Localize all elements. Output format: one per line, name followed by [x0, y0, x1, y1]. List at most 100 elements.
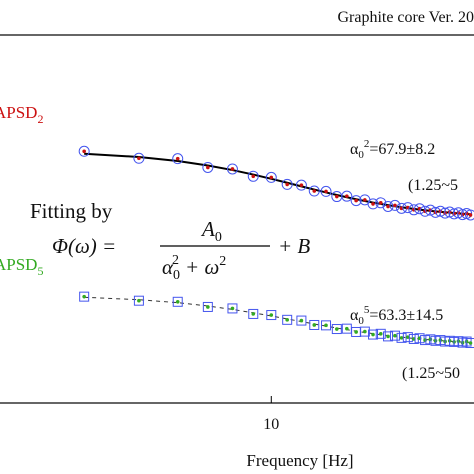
annotation-text: =67.9±8.2 [369, 141, 435, 158]
marker [133, 152, 145, 164]
formula-tail: + B [278, 234, 310, 258]
marker [464, 209, 474, 221]
formula-part: + ω [185, 255, 219, 279]
marker [321, 320, 332, 331]
annotation-sub: 0 [358, 315, 364, 327]
marker [375, 328, 386, 339]
fit-line [84, 296, 471, 343]
marker-dot [137, 156, 141, 161]
marker [282, 314, 293, 325]
marker-dot [354, 198, 358, 203]
marker-dot [335, 194, 339, 199]
marker-dot [363, 198, 367, 202]
formula-part: 0 [173, 268, 180, 283]
marker [341, 190, 353, 202]
marker [465, 338, 474, 349]
marker-dot [299, 318, 304, 323]
marker [414, 333, 425, 344]
formula-part: α [162, 255, 174, 279]
annotation-sup: 2 [364, 138, 370, 150]
series-label-name: APSD [0, 255, 37, 274]
formula-part: 0 [215, 230, 222, 245]
marker [202, 161, 214, 173]
marker [331, 324, 342, 335]
marker-dot [393, 203, 397, 208]
marker [350, 195, 362, 207]
marker [367, 198, 379, 210]
marker [383, 331, 394, 342]
marker [375, 197, 387, 209]
marker-dot [312, 323, 317, 327]
marker-dot [386, 204, 390, 209]
marker [172, 296, 183, 307]
marker-dot [378, 332, 383, 336]
marker [368, 329, 379, 340]
marker-dot [324, 323, 328, 328]
marker [78, 145, 90, 157]
marker-dot [406, 335, 410, 339]
marker [248, 308, 259, 319]
annotation-range: (1.25~5 [408, 177, 458, 194]
marker [133, 295, 144, 306]
marker [308, 185, 320, 197]
marker-dot [206, 165, 210, 170]
formula-part: 2 [172, 253, 179, 268]
marker-dot [251, 174, 256, 179]
marker-dot [324, 189, 328, 194]
marker-dot [428, 337, 433, 342]
annotation-symbol: α [350, 141, 359, 158]
marker-dot [345, 194, 349, 198]
x-tick-label: 10 [263, 416, 279, 433]
marker [320, 185, 332, 197]
marker [434, 205, 446, 217]
annotation-symbol: α [350, 307, 359, 324]
plot-frame [0, 34, 474, 404]
marker [389, 330, 400, 341]
marker-dot [285, 318, 289, 322]
marker-dot [386, 334, 390, 339]
marker-dot [312, 189, 317, 193]
series-label: APSD5 [0, 255, 43, 278]
series-label-sub: 2 [37, 112, 43, 126]
series-label-sub: 5 [37, 264, 43, 278]
marker-dot [335, 327, 339, 331]
formula-lhs: Φ(ω) = [52, 234, 116, 258]
marker-dot [464, 339, 469, 344]
formula-part: A [200, 217, 215, 241]
marker-dot [251, 312, 256, 316]
chart-title: Graphite core Ver. 20 [337, 9, 474, 26]
marker-dot [175, 156, 180, 161]
marker [79, 291, 90, 302]
marker [266, 310, 277, 321]
marker [296, 315, 307, 326]
formula-numerator: A0 [200, 217, 222, 245]
formula-caption: Fitting by [30, 199, 113, 223]
marker-dot [399, 336, 404, 340]
annotation: α02=67.9±8.2 [350, 138, 435, 161]
formula-denominator: α02 + ω2 [162, 253, 226, 283]
marker [382, 200, 394, 212]
marker [309, 319, 320, 330]
marker-dot [299, 183, 304, 187]
marker-dot [378, 201, 383, 205]
marker [389, 199, 401, 211]
marker-dot [345, 326, 349, 331]
marker-dot [137, 298, 141, 303]
marker-dot [206, 305, 210, 309]
annotation: α05=63.3±14.5 [350, 304, 443, 327]
marker-dot [371, 202, 375, 206]
x-axis-label: Frequency [Hz] [246, 451, 353, 470]
marker-dot [82, 149, 86, 154]
marker [295, 179, 307, 191]
marker-dot [82, 294, 86, 299]
marker [172, 153, 184, 165]
series-label: APSD2 [0, 103, 43, 126]
marker [226, 163, 238, 175]
annotation-range: (1.25~50 [402, 365, 460, 382]
fit-line [84, 152, 471, 216]
marker [265, 171, 277, 183]
marker-dot [468, 341, 473, 345]
marker-dot [285, 182, 289, 187]
marker-dot [363, 329, 367, 334]
